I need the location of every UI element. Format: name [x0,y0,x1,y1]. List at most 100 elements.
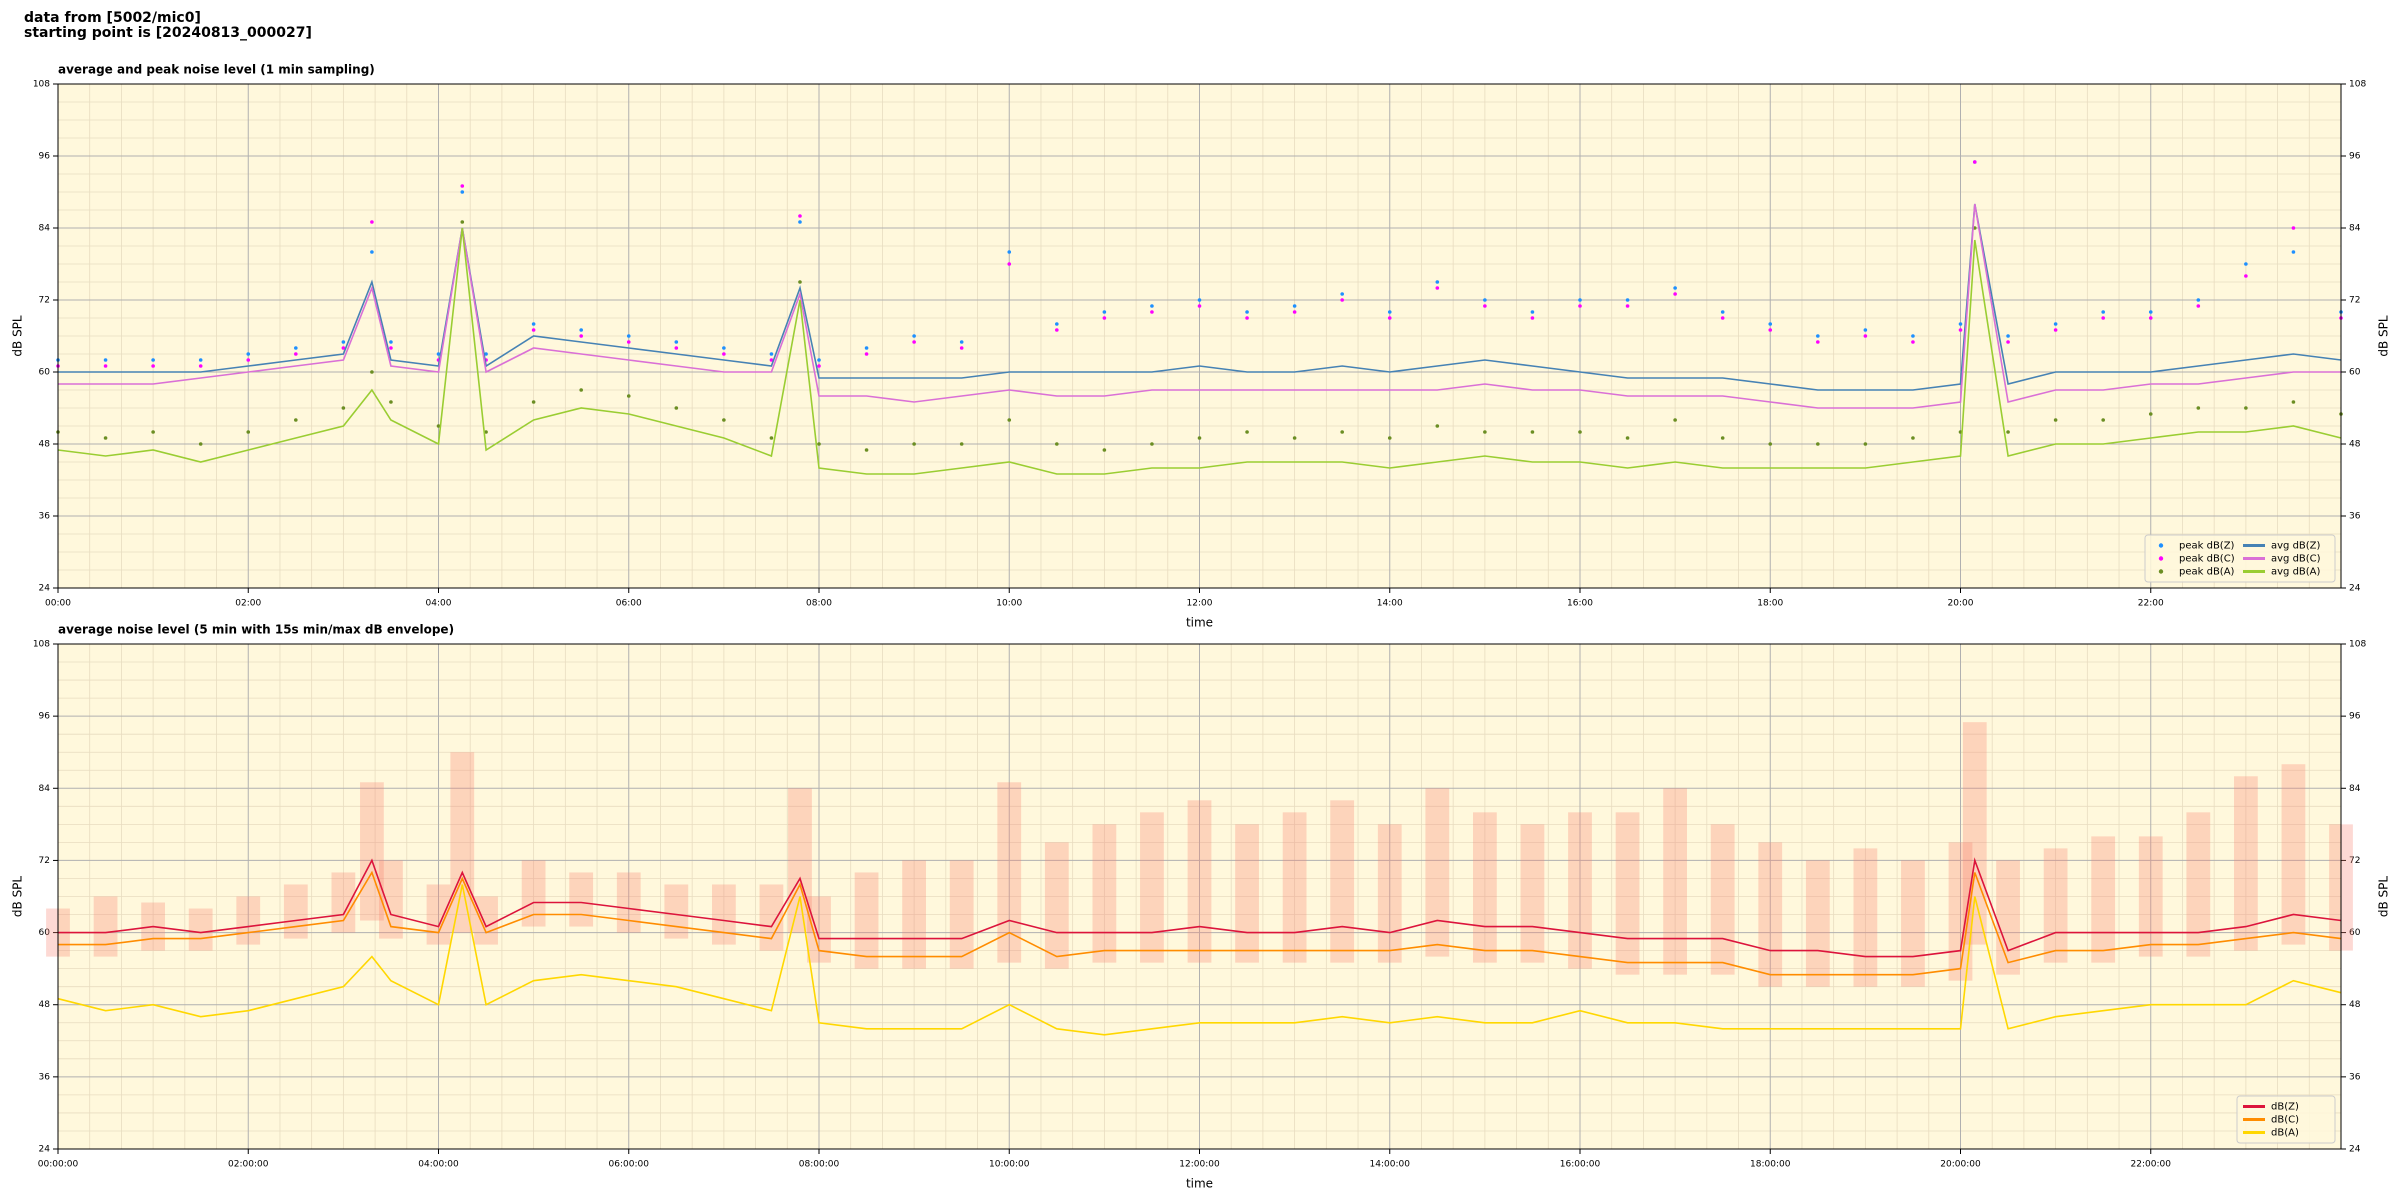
x-tick-label: 04:00:00 [418,1160,459,1170]
y-tick-label: 108 [33,80,50,90]
peak-point [1055,322,1059,326]
envelope-bar [997,782,1022,963]
y2-tick-label: 36 [2349,512,2361,522]
y2-tick-label: 108 [2349,640,2366,650]
peak-point [198,442,203,446]
y-axis-label: dB SPL [11,876,25,918]
y-tick-label: 96 [39,712,51,722]
y2-tick-label: 84 [2349,784,2361,794]
peak-point [1055,442,1059,446]
y-tick-label: 60 [39,368,51,378]
peak-point [579,334,583,338]
peak-point [2244,406,2248,410]
y2-tick-label: 72 [2349,856,2360,866]
envelope-bar [521,860,546,927]
x-tick-label: 16:00 [1567,599,1593,609]
x-tick-label: 12:00:00 [1179,1160,1220,1170]
envelope-bar [1758,842,1783,987]
peak-point [1578,430,1582,434]
peak-point [1816,442,1820,446]
envelope-bar [1330,800,1355,963]
x-tick-label: 02:00 [235,599,261,609]
peak-point [959,340,964,344]
peak-point [769,352,774,356]
peak-point [1292,304,1297,308]
peak-point [817,442,821,446]
envelope-bar [1092,824,1117,963]
peak-point [1150,310,1154,314]
header-line: data from [5002/mic0] [24,10,201,26]
peak-point [674,406,679,410]
peak-point [1863,442,1868,446]
peak-point [1197,298,1202,302]
peak-point [722,418,726,422]
envelope-bar [474,896,498,945]
peak-point [531,328,536,332]
series-line [57,227,2342,475]
peak-point [151,364,155,368]
legend-marker [2158,543,2164,548]
peak-point [531,322,536,326]
peak-point [370,250,374,254]
envelope-bar [2043,848,2068,963]
peak-point [198,364,203,368]
x-tick-label: 12:00 [1187,599,1213,609]
peak-point [1625,304,1630,308]
envelope-bar [1853,848,1878,987]
peak-point [151,430,155,434]
y-tick-label: 60 [39,928,51,938]
envelope-bar [188,908,213,951]
envelope-bar [616,872,641,933]
peak-point [1387,316,1392,320]
peak-point [2053,418,2058,422]
envelope-bar [379,860,403,939]
chart-title: average noise level (5 min with 15s min/… [58,623,454,637]
peak-point [1197,436,1202,440]
peak-point [769,436,774,440]
envelope-bar [2186,812,2211,957]
peak-point [1007,262,1012,266]
legend-label: peak dB(A) [2179,567,2235,578]
peak-point [1197,304,1202,308]
envelope-bar [1663,788,1688,975]
x-tick-label: 18:00 [1757,599,1783,609]
envelope-bar [1472,812,1497,963]
peak-point [484,352,488,356]
envelope-bar [1568,812,1592,969]
x-axis-label: time [1186,616,1213,630]
peak-point [1673,418,1677,422]
envelope-bar [1044,842,1069,969]
peak-point [1340,292,1344,296]
peak-point [1768,322,1773,326]
envelope-bar [569,872,594,927]
envelope-bar [1235,824,1259,963]
peak-point [1958,322,1963,326]
envelope-bar [1996,860,2020,975]
x-tick-label: 14:00 [1377,599,1403,609]
peak-point [1150,304,1154,308]
y-tick-label: 48 [39,440,51,450]
peak-point [722,352,726,356]
peak-point [674,346,679,350]
legend-label: peak dB(Z) [2179,541,2235,552]
peak-point [912,442,916,446]
envelope-bar [759,884,784,951]
peak-point [2006,340,2010,344]
peak-point [2148,412,2153,416]
plot-frame [57,643,2342,1150]
y-tick-label: 96 [39,152,51,162]
peak-point [341,346,346,350]
x-tick-label: 22:00 [2138,599,2164,609]
peak-point [1578,298,1582,302]
x-tick-label: 00:00 [45,599,71,609]
peak-point [1102,448,1107,452]
peak-point [2148,316,2153,320]
y-tick-label: 84 [39,784,51,794]
legend-label: dB(A) [2271,1128,2299,1139]
envelope-bar [450,752,475,933]
peak-point [103,436,108,440]
legend-label: avg dB(Z) [2271,541,2321,552]
envelope-bar [664,884,689,939]
peak-point [294,346,298,350]
peak-point [436,424,441,428]
